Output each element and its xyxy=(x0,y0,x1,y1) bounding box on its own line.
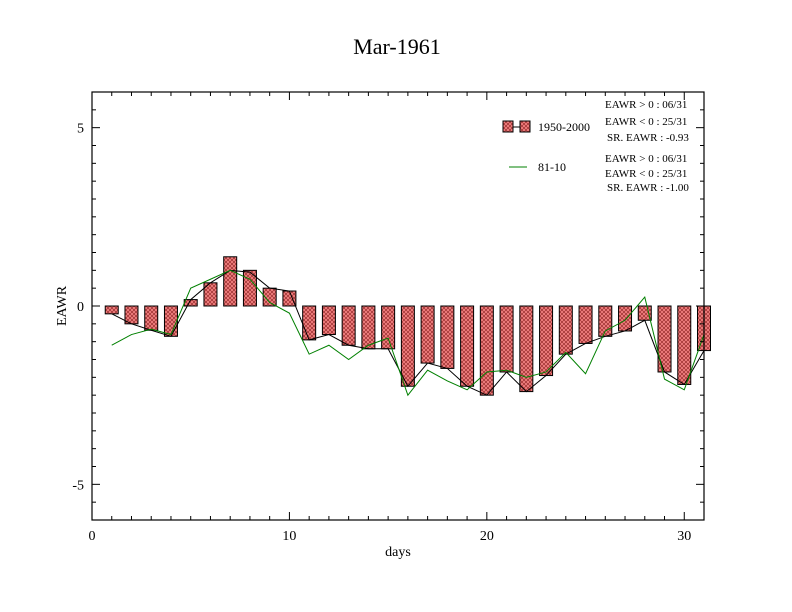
stats-1950-2000-positive: EAWR > 0 : 06/31 xyxy=(605,99,687,111)
bar-day-25 xyxy=(578,305,593,344)
bar-day-8 xyxy=(242,269,257,307)
line-series-1950-2000-black xyxy=(111,269,705,396)
line-series-group xyxy=(111,269,705,397)
bar-day-10 xyxy=(282,290,297,307)
bar-day-16 xyxy=(400,305,415,387)
bar-day-27 xyxy=(618,305,633,332)
x-tick-label-30: 30 xyxy=(677,529,691,544)
x-tick-label-10: 10 xyxy=(282,529,296,544)
line-series-81-10 xyxy=(111,269,705,397)
bar-day-15 xyxy=(381,305,396,350)
axis-ticks: 0 10 20 30 5 0 -5 xyxy=(72,92,705,544)
bar-day-1 xyxy=(104,305,119,315)
bar-day-14 xyxy=(361,305,376,350)
bar-day-12 xyxy=(321,305,336,336)
x-tick-label-0: 0 xyxy=(89,529,96,544)
bar-day-24 xyxy=(558,305,573,355)
stats-81-10-sr: SR. EAWR : -1.00 xyxy=(607,182,689,194)
bar-day-13 xyxy=(341,305,356,346)
bar-day-23 xyxy=(539,305,554,377)
legend-label-1950-2000: 1950-2000 xyxy=(538,120,590,134)
bar-series xyxy=(104,256,711,396)
stats-1950-2000-negative: EAWR < 0 : 25/31 xyxy=(605,116,687,128)
bar-day-3 xyxy=(144,305,159,331)
legend-label-81-10: 81-10 xyxy=(538,160,566,174)
bar-day-21 xyxy=(499,305,514,373)
bar-day-18 xyxy=(440,305,455,369)
stats-81-10-positive: EAWR > 0 : 06/31 xyxy=(605,153,687,165)
legend: 1950-2000 81-10 EAWR > 0 : 06/31 EAWR < … xyxy=(502,99,689,194)
y-tick-label-0: 0 xyxy=(77,300,84,315)
stats-81-10-negative: EAWR < 0 : 25/31 xyxy=(605,168,687,180)
y-axis-label: EAWR xyxy=(55,285,70,326)
y-tick-label--5: -5 xyxy=(72,478,84,493)
bar-day-7 xyxy=(223,256,238,307)
bar-day-4 xyxy=(163,305,178,337)
legend-bar-swatch-left xyxy=(502,120,514,133)
bar-day-20 xyxy=(479,305,494,396)
bar-day-30 xyxy=(677,305,692,385)
y-tick-label-5: 5 xyxy=(77,122,84,137)
bar-day-22 xyxy=(519,305,534,393)
x-axis-label: days xyxy=(385,545,411,560)
chart-title: Mar-1961 xyxy=(353,34,441,59)
bar-day-11 xyxy=(302,305,317,341)
legend-bar-swatch-right xyxy=(519,120,531,133)
stats-1950-2000-sr: SR. EAWR : -0.93 xyxy=(607,132,689,144)
bar-day-19 xyxy=(460,305,475,387)
x-tick-label-20: 20 xyxy=(480,529,494,544)
bar-day-17 xyxy=(420,305,435,364)
